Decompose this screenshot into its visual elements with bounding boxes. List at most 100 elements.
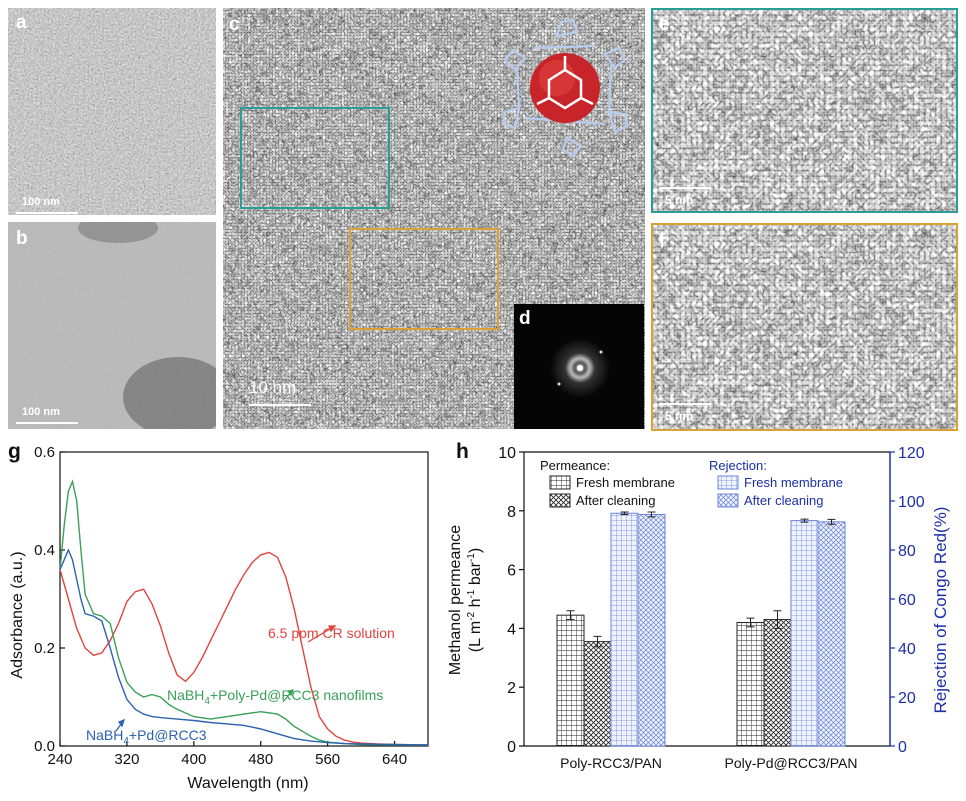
bar-0-2	[610, 512, 639, 747]
permeance-chart-bars	[556, 511, 846, 747]
x-tick-label: 480	[248, 751, 273, 768]
y-axis-label: Adsorbance (a.u.)	[9, 551, 26, 678]
annotation-poly-pd-a: NaBH	[167, 687, 204, 703]
annotation-pd-rcc3-rest: +Pd@RCC3	[129, 727, 207, 743]
error-bar-0-3	[647, 511, 656, 518]
scale-bar-c	[249, 404, 311, 406]
fft-image-d	[550, 338, 610, 398]
right-y-tick-label: 100	[898, 494, 925, 511]
annotation-arrows	[115, 625, 337, 732]
scale-bar-a	[16, 212, 78, 214]
hrtem-image-f	[653, 225, 956, 429]
left-y-axis-label-line1: Methanol permeance	[447, 525, 464, 675]
arrow-cr-head	[328, 625, 337, 633]
series-line-1	[59, 479, 428, 746]
annotation-pd-rcc3: NaBH4+Pd@RCC3	[86, 727, 207, 747]
error-bar-1-0	[746, 617, 755, 628]
left-y-tick-label: 2	[507, 680, 516, 697]
scale-bar-b	[16, 422, 78, 424]
legend-rej-fresh: Fresh membrane	[744, 475, 843, 490]
tem-panel-b: b 100 nm	[8, 222, 216, 429]
legend-rejection-title: Rejection:	[709, 458, 767, 473]
category-label: Poly-RCC3/PAN	[560, 755, 662, 771]
annotation-cr-solution: 6.5 ppm CR solution	[268, 625, 395, 641]
error-bar-0-2	[620, 511, 629, 515]
series-line-2	[59, 548, 429, 746]
annotation-poly-pd-rest: +Poly-Pd@RCC3 nanofilms	[210, 687, 383, 703]
absorbance-chart-axes: 240 320 400 480 560 640 0.0 0.2 0.4 0.6	[34, 444, 429, 768]
bar-0-1	[583, 641, 612, 747]
x-tick-label: 400	[181, 751, 206, 768]
x-axis-label: Wavelength (nm)	[187, 775, 308, 792]
right-y-tick-label: 20	[898, 690, 916, 707]
panel-label-a: a	[16, 12, 27, 33]
plot-frame	[59, 451, 429, 747]
annotation-pd-rcc3-a: NaBH	[86, 727, 123, 743]
legend-perm-clean: After cleaning	[576, 493, 656, 508]
hrtem-panel-f: f 5 nm	[651, 223, 958, 431]
panel-label-c: c	[229, 14, 240, 35]
panel-label-e: e	[659, 14, 670, 35]
panel-label-h: h	[456, 440, 469, 463]
right-y-axis-label: Rejection of Congo Red(%)	[931, 507, 950, 714]
bar-1-1	[763, 619, 792, 747]
legend: Permeance: Fresh membrane After cleaning…	[540, 458, 843, 508]
right-y-tick-label: 40	[898, 641, 916, 658]
scale-label-e: 5 nm	[665, 193, 694, 207]
scale-label-c: 10 nm	[249, 378, 297, 397]
cage-molecule-illustration	[501, 18, 629, 158]
y-tick-label: 0.2	[34, 640, 55, 657]
annotation-pd-rcc3-sub: 4	[123, 736, 129, 747]
error-bar-0-0	[566, 610, 575, 621]
legend-rej-clean: After cleaning	[744, 493, 824, 508]
legend-swatch-perm-clean	[549, 493, 571, 508]
legend-swatch-perm-fresh	[549, 475, 571, 490]
category-label: Poly-Pd@RCC3/PAN	[725, 755, 858, 771]
absorbance-chart-series	[59, 479, 429, 746]
x-tick-label: 240	[47, 751, 72, 768]
left-y-tick-label: 4	[507, 621, 516, 638]
bar-1-3	[817, 521, 846, 747]
absorbance-chart: 240 320 400 480 560 640 0.0 0.2 0.4 0.6 Wavelengt…	[9, 444, 429, 792]
scale-label-b: 100 nm	[22, 406, 60, 418]
tem-panel-a: a 100 nm	[8, 8, 216, 215]
x-tick-label: 320	[114, 751, 139, 768]
left-y-axis-label-line2: (L m-2 h-1 bar-1)	[466, 548, 484, 652]
y-tick-label: 0.0	[34, 738, 55, 755]
bar-0-0	[556, 614, 585, 747]
bar-1-2	[790, 520, 819, 747]
error-bar-1-1	[773, 610, 782, 629]
legend-swatch-rej-fresh	[717, 475, 739, 490]
right-y-tick-label: 60	[898, 592, 916, 609]
error-bar-0-1	[593, 635, 602, 648]
hrtem-panel-e: e 5 nm	[651, 8, 958, 213]
y-tick-label: 0.4	[34, 542, 55, 559]
left-y-tick-label: 10	[498, 445, 516, 462]
right-y-tick-label: 80	[898, 543, 916, 560]
panel-label-f: f	[659, 231, 666, 252]
bar-0-3	[637, 513, 666, 747]
scale-bar-e	[659, 187, 711, 189]
tem-image-a	[8, 8, 216, 215]
right-y-tick-label: 0	[898, 739, 907, 756]
left-y-tick-label: 0	[507, 739, 516, 756]
error-bar-1-2	[800, 518, 809, 523]
series-line-0	[59, 551, 428, 746]
scale-bar-f	[659, 403, 711, 405]
hrtem-image-e	[653, 10, 956, 211]
x-tick-label: 640	[382, 751, 407, 768]
tem-image-b	[8, 222, 216, 429]
left-y-tick-label: 8	[507, 504, 516, 521]
legend-permeance-title: Permeance:	[540, 458, 610, 473]
legend-perm-fresh: Fresh membrane	[576, 475, 675, 490]
error-bar-1-3	[827, 518, 836, 525]
left-y-tick-label: 6	[507, 563, 516, 580]
fft-panel-d: d	[514, 304, 644, 429]
arrow-poly-head	[286, 689, 295, 697]
arrow-pd-head	[117, 718, 126, 728]
right-y-tick-label: 120	[898, 445, 925, 462]
panel-label-b: b	[16, 228, 28, 249]
annotation-poly-pd-sub: 4	[204, 696, 210, 707]
y-tick-label: 0.6	[34, 444, 55, 461]
